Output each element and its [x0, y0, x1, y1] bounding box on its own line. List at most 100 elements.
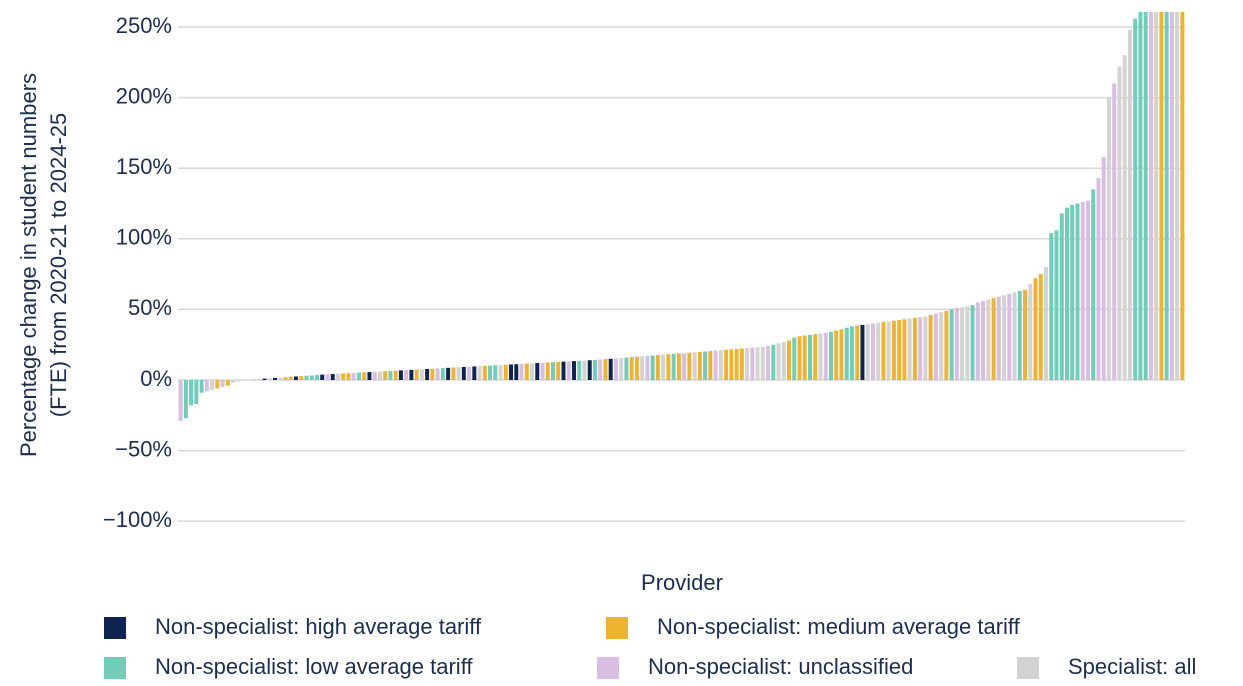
legend-label: Non-specialist: unclassified	[648, 654, 913, 679]
bar	[970, 305, 975, 380]
bar	[661, 354, 666, 380]
bar	[592, 359, 597, 380]
bar	[1059, 213, 1064, 380]
bar	[965, 306, 970, 380]
bar	[886, 321, 891, 380]
bar	[273, 377, 278, 380]
bar	[178, 379, 183, 421]
bar	[687, 352, 692, 380]
bar	[634, 356, 639, 380]
bar	[1143, 12, 1148, 380]
bar	[650, 355, 655, 380]
bar	[540, 362, 545, 380]
bar	[1148, 12, 1153, 380]
bar	[912, 317, 917, 380]
bar	[718, 350, 723, 380]
bar	[194, 379, 199, 404]
bar	[608, 358, 613, 380]
bar	[1044, 267, 1049, 380]
bar	[624, 357, 629, 380]
bar	[981, 300, 986, 380]
bar	[241, 379, 246, 381]
bar	[1007, 293, 1012, 380]
bar	[587, 360, 592, 380]
bar	[461, 367, 466, 380]
bar	[1117, 66, 1122, 380]
bar	[640, 356, 645, 380]
bar	[891, 320, 896, 380]
bar	[356, 372, 361, 380]
bar	[729, 349, 734, 380]
bar	[362, 372, 367, 380]
bar	[577, 360, 582, 380]
bar	[996, 296, 1001, 380]
bar	[1122, 55, 1127, 380]
legend-swatch	[104, 657, 126, 679]
bar	[918, 317, 923, 380]
bar	[530, 363, 535, 380]
bar	[1159, 12, 1164, 380]
legend-label: Non-specialist: high average tariff	[155, 614, 482, 639]
bar	[797, 336, 802, 380]
bars	[178, 12, 1185, 421]
bar	[928, 315, 933, 380]
bar	[257, 378, 262, 380]
bar	[692, 352, 697, 380]
bar	[267, 378, 272, 380]
bar	[393, 370, 398, 380]
bar	[472, 366, 477, 380]
bar	[1169, 12, 1174, 380]
bar	[703, 351, 708, 380]
y-tick-label: 0%	[140, 366, 172, 391]
bar	[860, 324, 865, 380]
bar	[933, 313, 938, 380]
bar	[954, 307, 959, 380]
bar	[488, 365, 493, 380]
bar	[1164, 12, 1169, 380]
bar	[252, 379, 257, 380]
bar	[645, 355, 650, 380]
bar	[1023, 289, 1028, 380]
bar	[551, 362, 555, 380]
bar	[183, 379, 188, 419]
bar	[792, 337, 797, 380]
bar	[975, 302, 980, 380]
bar	[409, 369, 414, 380]
bar	[766, 346, 771, 380]
bar	[566, 361, 571, 380]
y-tick-label: 50%	[128, 295, 172, 320]
bar	[482, 365, 487, 380]
bar	[1101, 156, 1106, 380]
bar	[808, 334, 812, 380]
bar	[419, 369, 424, 380]
bar	[1028, 283, 1033, 380]
bar	[262, 378, 267, 380]
bar	[545, 362, 550, 380]
bar	[1002, 295, 1007, 380]
bar	[828, 331, 833, 380]
bar	[377, 371, 382, 380]
bar	[1033, 278, 1038, 380]
bar	[944, 310, 949, 380]
bar	[1064, 207, 1069, 380]
bar	[991, 298, 996, 380]
bar	[582, 360, 587, 380]
bar	[655, 355, 660, 380]
bar	[440, 368, 445, 380]
bar	[372, 371, 377, 380]
legend-swatch	[597, 657, 619, 679]
bar	[813, 334, 818, 380]
bar	[189, 379, 194, 406]
bar	[1127, 29, 1132, 380]
bar	[1112, 83, 1117, 380]
bar	[629, 357, 634, 380]
bar	[341, 373, 346, 380]
bar	[430, 368, 435, 380]
bar	[456, 367, 461, 380]
bar	[288, 376, 293, 380]
y-tick-label: −50%	[115, 436, 172, 461]
bar	[278, 377, 283, 380]
bar	[383, 371, 388, 380]
bar	[734, 348, 739, 380]
legend: Non-specialist: high average tariff Non-s…	[104, 614, 1196, 679]
